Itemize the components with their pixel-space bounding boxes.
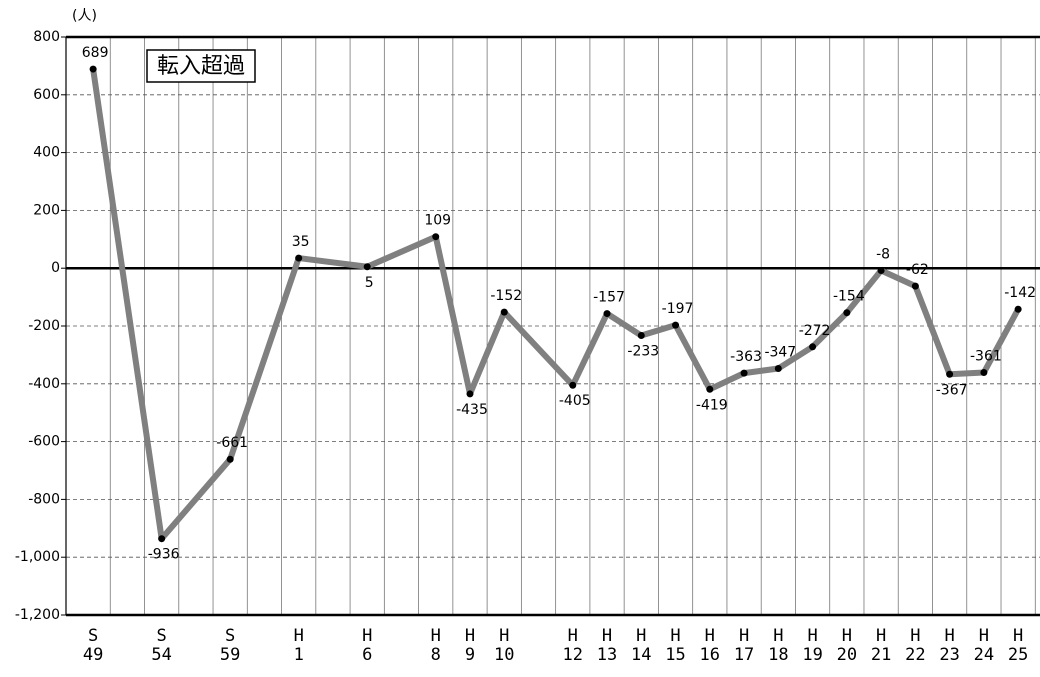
- data-label: -361: [970, 349, 1002, 365]
- line: [90, 68, 1021, 542]
- x-tick-label: H 24: [973, 626, 995, 665]
- marker: [569, 381, 577, 389]
- x-tick-label: H 1: [293, 626, 304, 665]
- marker: [466, 390, 474, 398]
- data-label: 5: [365, 275, 374, 291]
- y-tick-label: 0: [51, 260, 60, 276]
- y-tick-label: -800: [28, 491, 60, 507]
- marker: [706, 385, 714, 393]
- data-label: -233: [627, 344, 659, 360]
- y-tick-label: 600: [33, 87, 60, 103]
- data-label: -419: [696, 397, 728, 413]
- data-label: -367: [936, 382, 968, 398]
- data-label: -661: [216, 435, 248, 451]
- data-label: -142: [1004, 285, 1036, 301]
- x-tick-label: S 49: [82, 626, 104, 665]
- data-label: -363: [730, 349, 762, 365]
- x-tick-label: H 20: [836, 626, 858, 665]
- y-tick-label: 800: [33, 29, 60, 45]
- data-label: -405: [559, 393, 591, 409]
- marker: [603, 310, 611, 318]
- x-tick-label: H 25: [1007, 626, 1029, 665]
- marker: [89, 65, 97, 73]
- x-tick-label: H 14: [631, 626, 652, 665]
- x-tick-label: H 10: [494, 626, 515, 665]
- data-label: -157: [593, 290, 625, 306]
- data-label: -8: [876, 247, 890, 263]
- data-label: -154: [833, 289, 865, 305]
- marker: [980, 369, 988, 377]
- data-label: -62: [906, 262, 929, 278]
- marker: [740, 369, 748, 377]
- marker: [1014, 305, 1022, 313]
- data-label: -152: [490, 288, 522, 304]
- y-tick-label: 200: [33, 202, 60, 218]
- marker: [911, 282, 919, 290]
- unit-label: (人): [72, 8, 97, 24]
- marker: [637, 332, 645, 340]
- marker: [672, 321, 680, 329]
- y-tick-label: 400: [33, 145, 60, 161]
- marker: [295, 254, 303, 262]
- data-label: -936: [148, 547, 180, 563]
- x-tick-label: S 54: [151, 626, 172, 665]
- marker: [500, 308, 508, 316]
- x-tick-label: H 23: [939, 626, 960, 665]
- marker: [432, 233, 440, 241]
- x-tick-label: H 6: [362, 626, 373, 665]
- y-tick-label: -200: [28, 318, 60, 334]
- data-label: 109: [424, 213, 451, 229]
- x-tick-label: H 8: [430, 626, 441, 665]
- data-label: 35: [292, 234, 310, 250]
- x-tick-label: H 21: [870, 626, 892, 665]
- marker: [158, 535, 166, 543]
- data-label: 689: [82, 45, 109, 61]
- x-tick-label: H 16: [699, 626, 721, 665]
- x-tick-label: H 19: [802, 626, 823, 665]
- x-tick-label: H 17: [733, 626, 755, 665]
- x-tick-label: H 15: [665, 626, 686, 665]
- marker: [946, 370, 954, 378]
- marker: [843, 309, 851, 317]
- marker: [809, 343, 817, 351]
- data-label: -347: [764, 344, 796, 360]
- marker: [877, 267, 885, 275]
- y-tick-label: -400: [28, 376, 60, 392]
- marker: [774, 364, 782, 372]
- x-tick-label: H 13: [596, 626, 618, 665]
- data-label: -272: [799, 323, 831, 339]
- x-tick-label: H 9: [464, 626, 476, 665]
- y-tick-label: -1,200: [15, 607, 60, 623]
- x-tick-label: H 22: [905, 626, 926, 665]
- x-tick-label: S 59: [219, 626, 241, 665]
- x-tick-label: H 12: [562, 626, 583, 665]
- data-label: -435: [456, 402, 488, 418]
- data-label: -197: [662, 301, 694, 317]
- annotation-box: [146, 49, 256, 83]
- x-tick-label: H 18: [768, 626, 789, 665]
- marker: [226, 455, 234, 463]
- y-tick-label: -600: [28, 434, 60, 450]
- marker: [363, 263, 371, 271]
- y-tick-label: -1,000: [15, 549, 60, 565]
- annotation: 転入超過: [157, 54, 245, 79]
